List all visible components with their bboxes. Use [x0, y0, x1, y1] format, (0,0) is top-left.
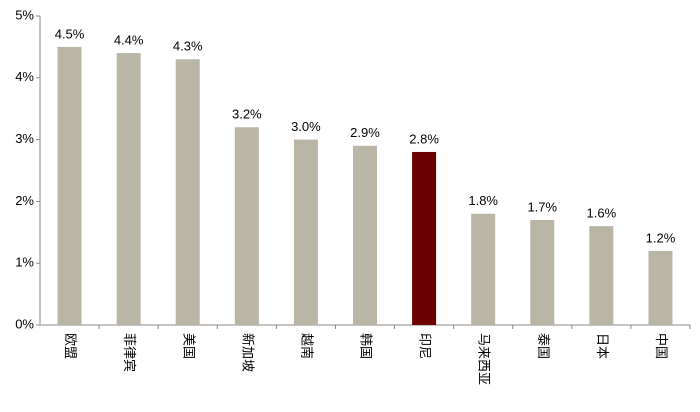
value-label: 3.2%: [232, 107, 262, 122]
bar: [412, 151, 437, 325]
x-tick-label: 泰国: [536, 333, 551, 359]
x-tick-label: 欧盟: [63, 333, 78, 359]
value-label: 2.9%: [350, 125, 380, 140]
y-tick-label: 5%: [15, 7, 34, 22]
value-label: 4.5%: [55, 26, 85, 41]
x-tick-label: 越南: [299, 333, 314, 359]
y-tick-label: 4%: [15, 69, 34, 84]
value-label: 1.2%: [646, 230, 676, 245]
x-tick-label: 新加坡: [240, 333, 255, 372]
value-label: 1.6%: [587, 206, 617, 221]
bar: [648, 250, 673, 325]
bar: [589, 226, 614, 325]
bar: [530, 219, 555, 325]
value-label: 1.8%: [468, 193, 498, 208]
y-tick-label: 0%: [15, 316, 34, 331]
x-tick-label: 菲律宾: [122, 333, 137, 372]
x-tick-label: 美国: [181, 333, 196, 359]
x-tick-label: 印尼: [418, 333, 433, 359]
x-tick-label: 日本: [595, 333, 610, 359]
value-label: 3.0%: [291, 119, 321, 134]
y-tick-label: 3%: [15, 131, 34, 146]
x-tick-label: 韩国: [359, 333, 374, 359]
value-label: 2.8%: [409, 131, 439, 146]
y-tick-label: 2%: [15, 193, 34, 208]
bar: [293, 139, 318, 325]
value-label: 1.7%: [527, 199, 557, 214]
bar: [116, 53, 141, 326]
value-label: 4.4%: [114, 33, 144, 48]
bar: [175, 59, 200, 325]
value-label: 4.3%: [173, 39, 203, 54]
x-tick-label: 马来西亚: [477, 333, 492, 385]
bar: [471, 213, 496, 325]
y-tick-label: 1%: [15, 255, 34, 270]
bar: [57, 46, 82, 326]
x-tick-label: 中国: [654, 333, 669, 359]
bar: [353, 145, 377, 325]
bar: [234, 127, 259, 326]
